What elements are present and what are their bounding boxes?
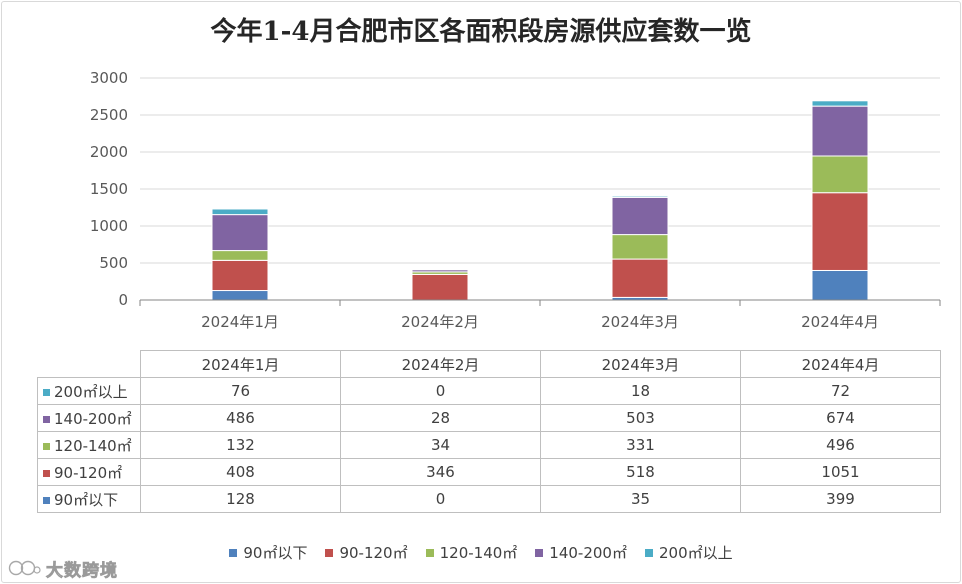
data-table-value-cell: 76	[140, 377, 341, 405]
x-tick-label: 2024年4月	[801, 313, 879, 331]
data-table-header-cell: 2024年1月	[140, 350, 341, 378]
watermark-text: 大数跨境	[46, 560, 118, 581]
series-key-swatch	[43, 469, 50, 477]
data-table-header-cell: 2024年4月	[740, 350, 941, 378]
data-table-value-cell: 408	[140, 458, 341, 486]
data-table-value-cell: 0	[340, 377, 541, 405]
bar-segment	[411, 273, 469, 301]
legend-swatch	[535, 549, 544, 557]
y-tick-label: 500	[99, 254, 128, 272]
legend-swatch	[229, 549, 238, 557]
series-key-swatch	[43, 415, 50, 423]
x-tick-label: 2024年1月	[201, 313, 279, 331]
series-key-swatch	[43, 442, 50, 450]
legend-label: 200㎡以上	[658, 544, 733, 562]
data-table-row-header: 140-200㎡	[37, 404, 141, 432]
data-table-value-cell: 674	[740, 404, 941, 432]
data-table-value-cell: 486	[140, 404, 341, 432]
data-table-value-cell: 518	[540, 458, 741, 486]
data-table-row: 120-140㎡ 132 34 331 496	[37, 431, 941, 459]
bar-segment	[211, 250, 269, 261]
legend-label: 90㎡以下	[243, 544, 308, 562]
data-table-header-cell: 2024年3月	[540, 350, 741, 378]
legend-label: 120-140㎡	[439, 544, 518, 562]
bar-segment	[811, 269, 869, 301]
bar-segment	[211, 214, 269, 252]
bar-segment	[811, 192, 869, 271]
data-table-row: 140-200㎡ 486 28 503 674	[37, 404, 941, 432]
y-tick-label: 2000	[90, 143, 128, 161]
data-table-value-cell: 28	[340, 404, 541, 432]
bar-segment	[211, 208, 269, 216]
data-table: 2024年1月 2024年2月 2024年3月 2024年4月 200㎡以上 76 0 18 7…	[37, 350, 941, 513]
legend-swatch	[425, 549, 434, 557]
data-table-row: 90㎡以下 128 0 35 399	[37, 485, 941, 513]
data-table-body: 2024年1月 2024年2月 2024年3月 2024年4月 200㎡以上 76 0 18 7…	[37, 350, 941, 513]
data-table-value-cell: 346	[340, 458, 541, 486]
data-table-row-header: 90-120㎡	[37, 458, 141, 486]
x-tick-label: 2024年2月	[401, 313, 479, 331]
legend-swatch	[644, 549, 653, 557]
data-table-value-cell: 503	[540, 404, 741, 432]
watermark: 大数跨境	[8, 556, 118, 581]
bar-segment	[811, 105, 869, 157]
data-table-row-header: 200㎡以上	[37, 377, 141, 405]
y-tick-label: 2500	[90, 106, 128, 124]
legend-item: 200㎡以上	[644, 543, 733, 563]
data-table-row-header: 90㎡以下	[37, 485, 141, 513]
bar-segment	[411, 269, 469, 273]
data-table-header-cell: 2024年2月	[340, 350, 541, 378]
series-key-swatch	[43, 388, 50, 396]
y-tick-label: 3000	[90, 69, 128, 87]
data-table-value-cell: 496	[740, 431, 941, 459]
bar-segment	[611, 196, 669, 236]
data-table-corner	[37, 350, 141, 378]
y-tick-label: 0	[118, 291, 128, 309]
legend-label: 140-200㎡	[549, 544, 627, 562]
chart-title: 今年1-4月合肥市区各面积段房源供应套数一览	[210, 17, 752, 47]
data-table-row-header: 120-140㎡	[37, 431, 141, 459]
bar-segment	[811, 100, 869, 107]
legend: 90㎡以下 90-120㎡ 120-140㎡ 140-200㎡ 200㎡以上	[0, 543, 962, 563]
data-table-row: 200㎡以上 76 0 18 72	[37, 377, 941, 405]
data-table-value-cell: 18	[540, 377, 741, 405]
legend-label: 90-120㎡	[339, 544, 408, 562]
y-tick-label: 1000	[90, 217, 128, 235]
legend-item: 90㎡以下	[229, 543, 307, 563]
bar-segment	[611, 258, 669, 298]
data-table-value-cell: 1051	[740, 458, 941, 486]
data-table-row: 90-120㎡ 408 346 518 1051	[37, 458, 941, 486]
bar-segment	[211, 259, 269, 292]
bar-segment	[211, 290, 269, 301]
data-table-value-cell: 35	[540, 485, 741, 513]
data-table-value-cell: 0	[340, 485, 541, 513]
data-table-value-cell: 34	[340, 431, 541, 459]
series-name-label: 200㎡以上	[54, 382, 128, 401]
series-key-swatch	[43, 496, 50, 504]
legend-swatch	[325, 549, 334, 557]
bar-segment	[611, 234, 669, 260]
data-table-value-cell: 128	[140, 485, 341, 513]
data-table-value-cell: 399	[740, 485, 941, 513]
series-name-label: 90㎡以下	[54, 490, 119, 509]
bar-segment	[811, 155, 869, 194]
y-tick-label: 1500	[90, 180, 128, 198]
series-name-label: 90-120㎡	[54, 463, 123, 482]
data-table-value-cell: 331	[540, 431, 741, 459]
legend-item: 140-200㎡	[535, 543, 627, 563]
bar-segment	[611, 195, 669, 198]
series-name-label: 120-140㎡	[54, 436, 132, 455]
legend-item: 90-120㎡	[325, 543, 408, 563]
series-name-label: 140-200㎡	[54, 409, 132, 428]
legend-item: 120-140㎡	[425, 543, 518, 563]
data-table-value-cell: 72	[740, 377, 941, 405]
data-table-header-row: 2024年1月 2024年2月 2024年3月 2024年4月	[37, 350, 941, 378]
x-tick-label: 2024年3月	[601, 313, 679, 331]
data-table-value-cell: 132	[140, 431, 341, 459]
watermark-logo-icon	[8, 560, 41, 576]
